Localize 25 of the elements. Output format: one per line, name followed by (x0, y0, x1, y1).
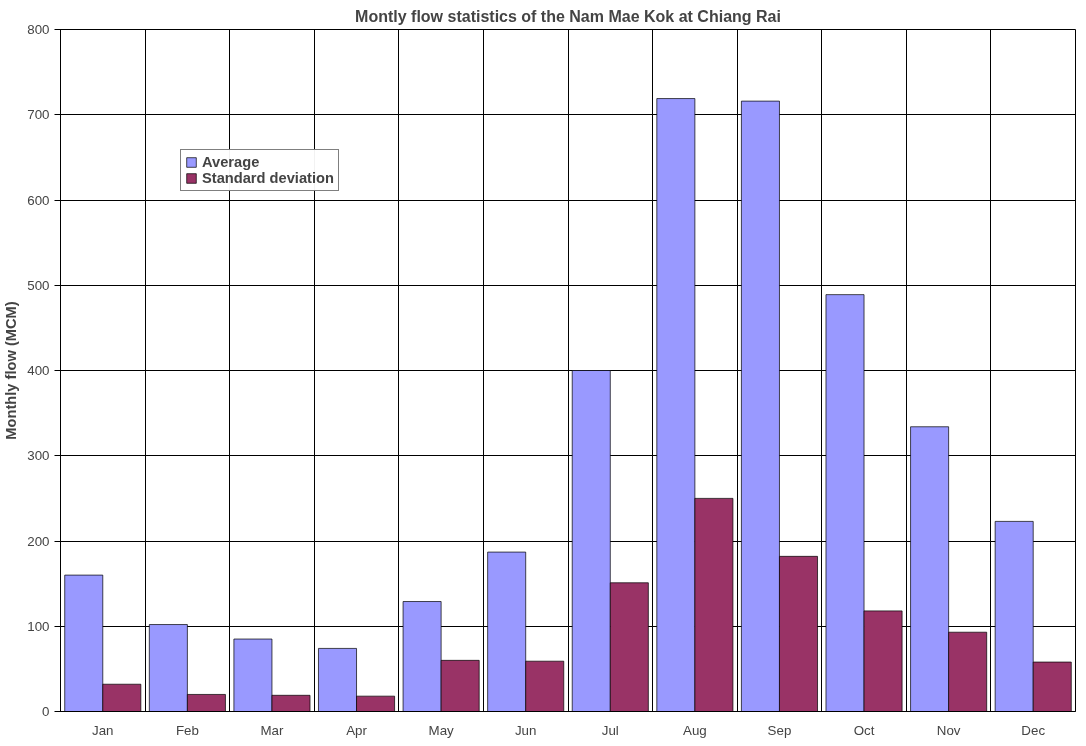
x-tick-label: May (428, 722, 455, 738)
chart-title: Montly flow statistics of the Nam Mae Kok at Chiang Rai (355, 7, 781, 25)
x-tick-label: Feb (175, 722, 199, 738)
y-tick-label: 800 (27, 22, 50, 37)
y-tick-label: 400 (27, 363, 50, 378)
x-tick-label: Mar (260, 722, 284, 738)
y-tick-label: 600 (27, 192, 50, 208)
x-tick-label: Oct (853, 722, 875, 738)
x-tick-label: Nov (936, 722, 961, 738)
y-tick-label: 0 (42, 704, 50, 719)
legend-label: Standard deviation (202, 170, 334, 186)
x-tick-label: Apr (346, 722, 368, 738)
legend-label: Average (202, 154, 260, 170)
x-tick-label: Jul (601, 722, 619, 738)
y-tick-label: 100 (27, 618, 50, 634)
y-tick-label: 700 (27, 107, 50, 123)
x-tick-label: Dec (1021, 722, 1046, 738)
y-tick-label: 500 (27, 277, 50, 293)
x-tick-label: Sep (767, 722, 792, 738)
x-tick-label: Jan (92, 722, 114, 738)
y-tick-label: 300 (27, 448, 50, 464)
y-axis-title: Monthly flow (MCM) (3, 301, 20, 440)
x-tick-label: Jun (514, 722, 537, 738)
y-tick-label: 200 (27, 533, 50, 549)
x-tick-label: Aug (683, 722, 707, 738)
